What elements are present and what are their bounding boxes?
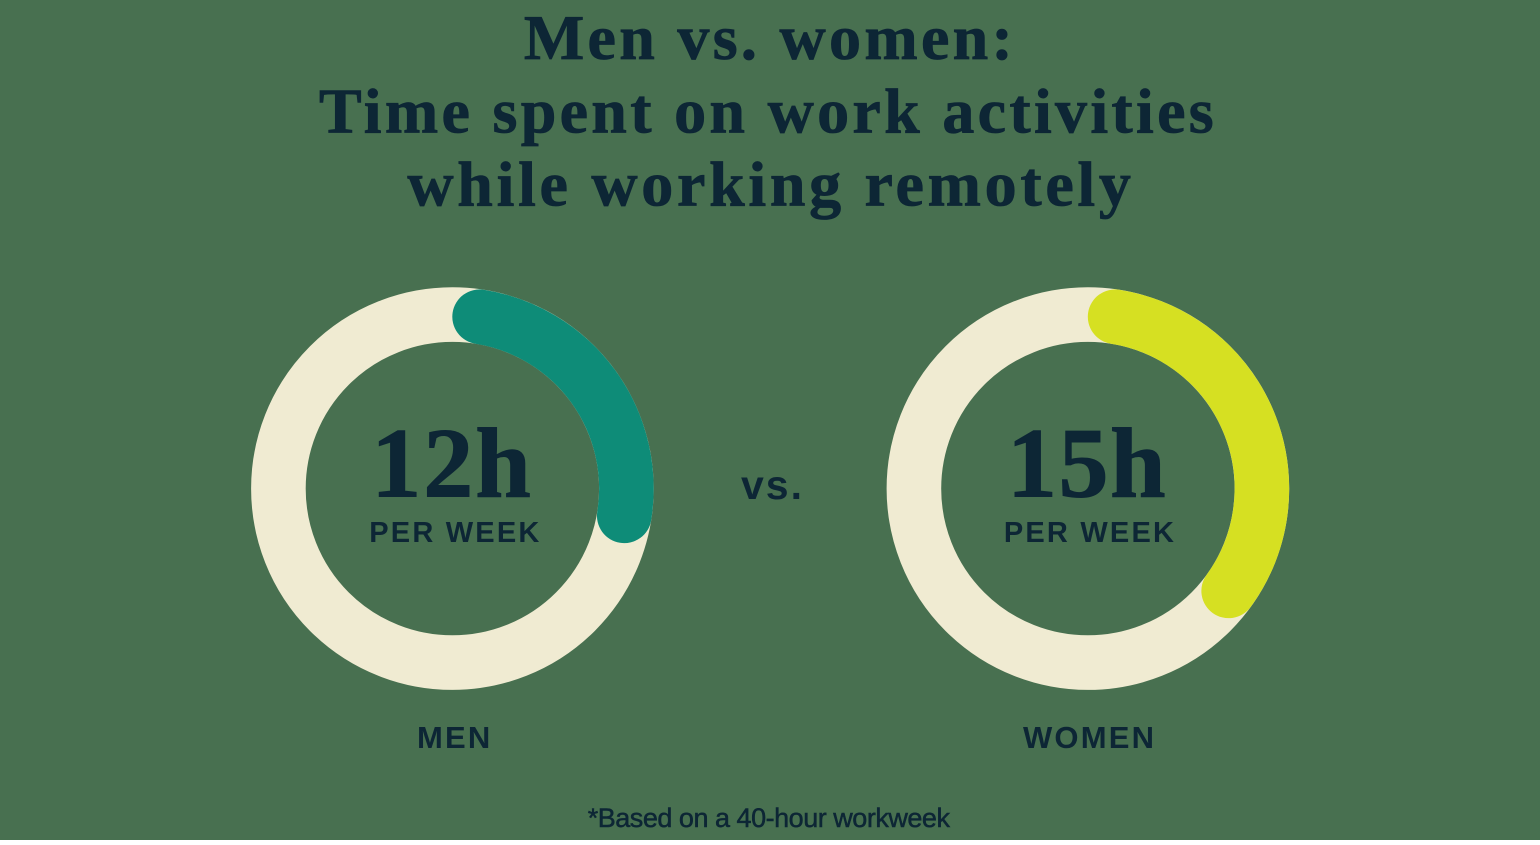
svg-text:MEN: MEN	[417, 720, 493, 755]
svg-text:PER WEEK: PER WEEK	[369, 517, 541, 549]
svg-text:12h: 12h	[371, 408, 533, 519]
svg-text:*Based on a 40-hour workweek: *Based on a 40-hour workweek	[588, 803, 951, 833]
svg-text:WOMEN: WOMEN	[1023, 720, 1156, 755]
svg-text:Men vs. women:: Men vs. women:	[524, 2, 1016, 73]
svg-text:Time spent on work activities: Time spent on work activities	[319, 76, 1217, 147]
svg-text:vs.: vs.	[741, 462, 804, 508]
svg-text:PER WEEK: PER WEEK	[1004, 517, 1176, 549]
svg-text:while working remotely: while working remotely	[407, 149, 1134, 220]
svg-text:15h: 15h	[1007, 408, 1167, 519]
